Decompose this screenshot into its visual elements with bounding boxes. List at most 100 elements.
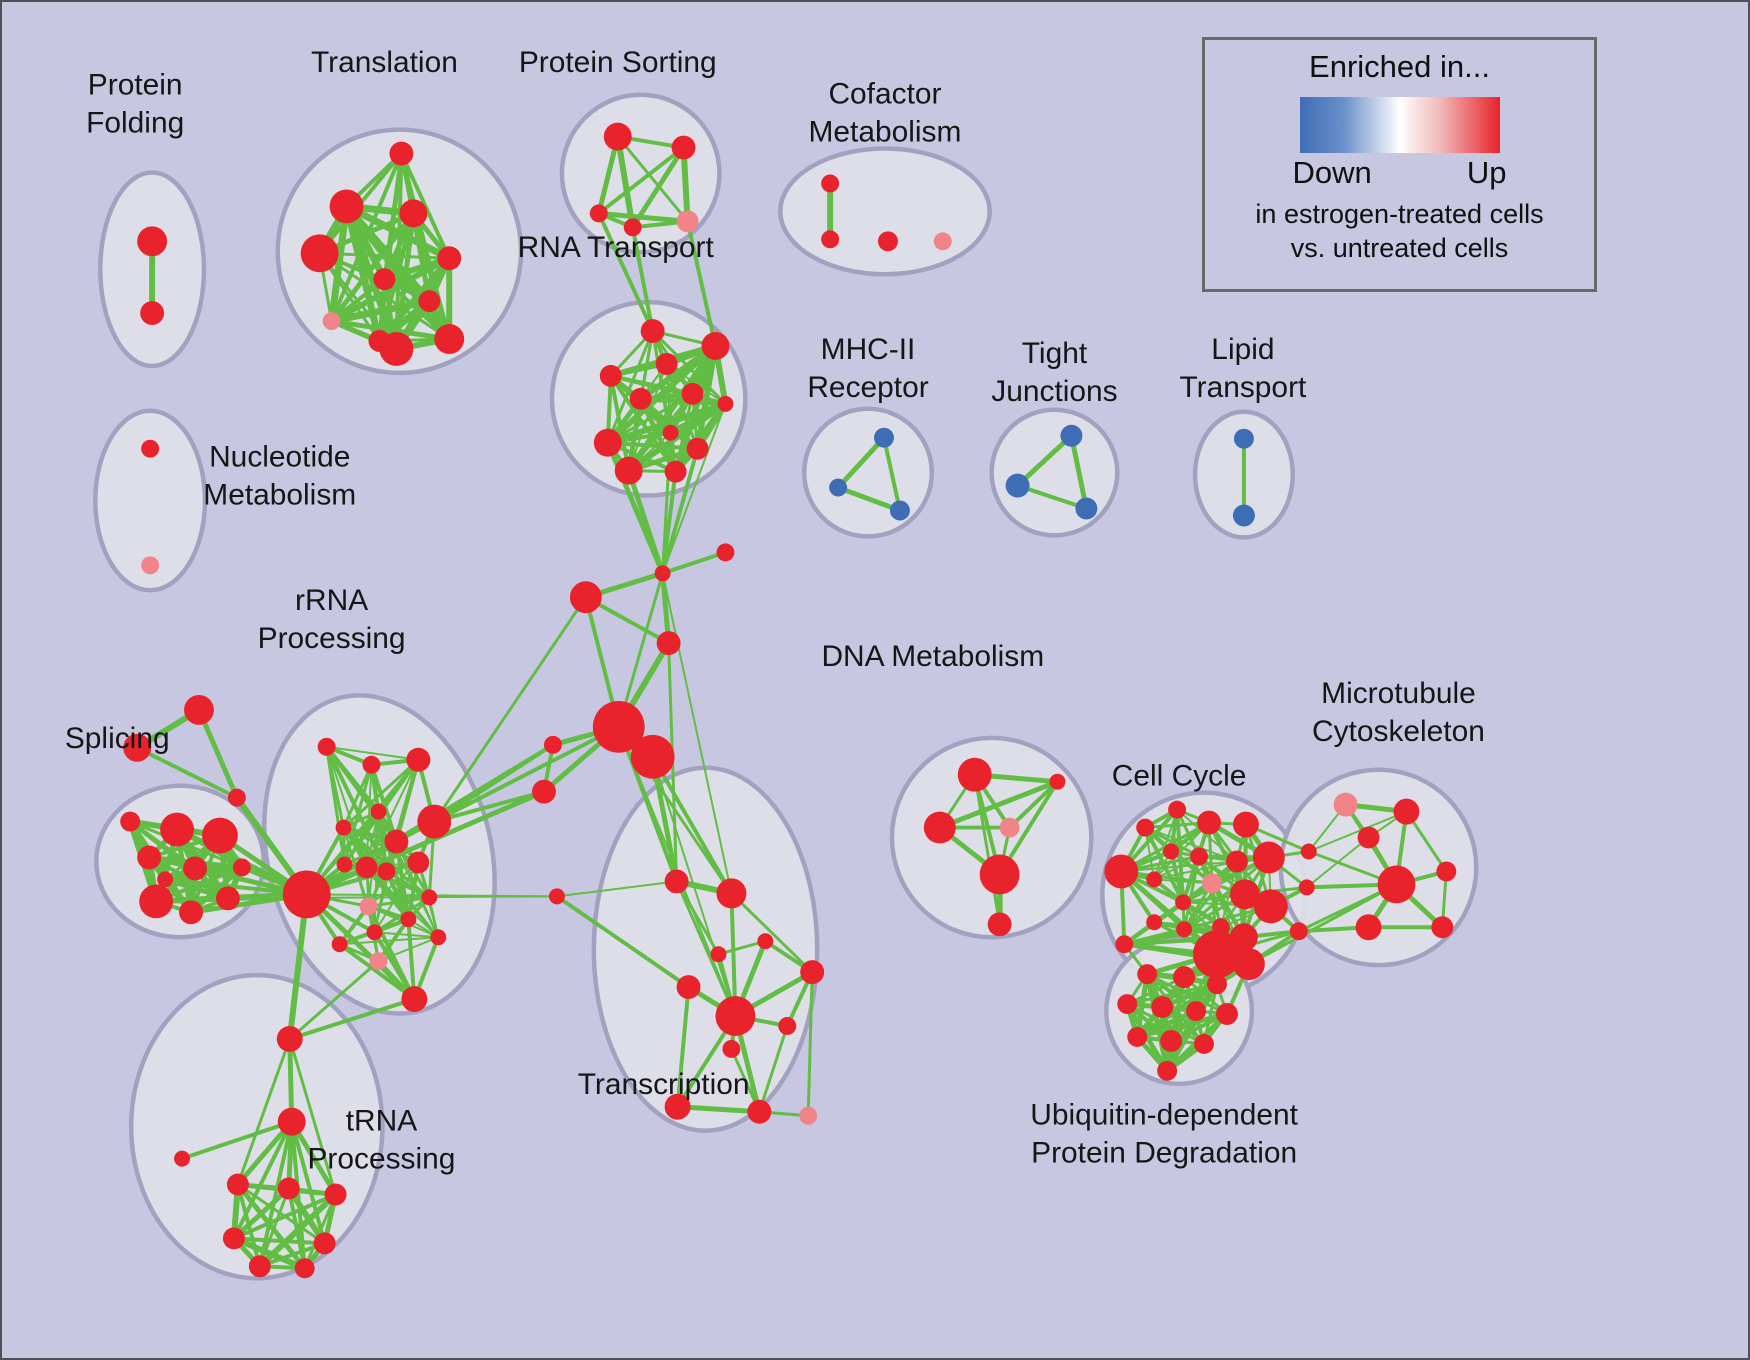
edge bbox=[236, 1183, 327, 1245]
gene-set-node bbox=[373, 268, 396, 291]
edge bbox=[626, 468, 666, 576]
edge bbox=[1134, 1011, 1230, 1040]
edge bbox=[606, 329, 655, 445]
edge bbox=[638, 396, 728, 407]
edge bbox=[1015, 483, 1089, 511]
gene-set-node bbox=[401, 986, 428, 1013]
gene-set-node bbox=[614, 456, 643, 485]
gene-set-node bbox=[747, 1099, 772, 1124]
edge bbox=[226, 895, 558, 900]
cluster-ellipse-tight-junctions bbox=[989, 407, 1120, 538]
gene-set-node bbox=[664, 1093, 691, 1120]
gene-set-node bbox=[406, 747, 431, 772]
gene-set-node bbox=[829, 478, 848, 497]
gene-set-node bbox=[141, 556, 160, 575]
edge bbox=[373, 931, 440, 939]
cluster-label-translation: Translation bbox=[311, 46, 458, 79]
gene-set-node bbox=[1253, 889, 1288, 924]
gene-set-node bbox=[355, 856, 378, 879]
edge bbox=[231, 1236, 327, 1246]
edge bbox=[596, 210, 691, 224]
gene-set-node bbox=[1225, 850, 1248, 873]
cluster-label-rrna-processing: rRNA bbox=[295, 584, 368, 617]
gene-set-node bbox=[1104, 854, 1139, 889]
gene-set-node bbox=[1431, 916, 1454, 939]
gene-set-node bbox=[664, 869, 689, 894]
cluster-label-lipid-transport: Transport bbox=[1179, 371, 1307, 404]
cluster-label-protein-folding: Folding bbox=[86, 107, 184, 140]
cluster-label-protein-folding: Protein bbox=[88, 69, 183, 102]
gene-set-node bbox=[400, 911, 417, 928]
gene-set-node bbox=[1229, 879, 1260, 910]
gene-set-node bbox=[681, 382, 704, 405]
gene-set-node bbox=[592, 700, 645, 753]
gene-set-node bbox=[418, 290, 441, 313]
edge bbox=[835, 485, 903, 513]
cluster-ellipse-cofactor-metabolism bbox=[778, 146, 992, 277]
gene-set-node bbox=[676, 210, 699, 233]
cluster-label-cell-cycle: Cell Cycle bbox=[1112, 760, 1247, 793]
gene-set-node bbox=[379, 332, 414, 366]
gene-set-node bbox=[1157, 1060, 1178, 1081]
gene-set-node bbox=[1146, 871, 1163, 888]
gene-set-node bbox=[716, 543, 735, 562]
edge bbox=[304, 891, 417, 1002]
gene-set-node bbox=[313, 1232, 336, 1255]
edge bbox=[1068, 433, 1089, 511]
gene-set-node bbox=[369, 952, 388, 971]
cluster-label-trna-processing: Processing bbox=[307, 1143, 455, 1176]
edge bbox=[675, 1104, 762, 1115]
gene-set-node bbox=[923, 811, 956, 844]
gene-set-node bbox=[359, 897, 378, 916]
gene-set-node bbox=[548, 888, 565, 905]
edge bbox=[651, 755, 737, 1018]
edge bbox=[614, 133, 636, 231]
edge bbox=[325, 745, 420, 761]
edge bbox=[231, 1119, 294, 1241]
gene-set-node bbox=[1232, 948, 1265, 981]
edge bbox=[236, 1037, 292, 1187]
gene-set-node bbox=[1300, 843, 1317, 860]
gene-set-node bbox=[889, 500, 910, 521]
gene-set-node bbox=[174, 1150, 191, 1167]
edge bbox=[729, 891, 814, 974]
edge bbox=[1247, 882, 1398, 966]
gene-set-node bbox=[1193, 930, 1241, 979]
gene-set-node bbox=[282, 870, 331, 919]
gene-set-node bbox=[331, 936, 348, 953]
gene-set-node bbox=[800, 960, 825, 985]
edge bbox=[287, 997, 417, 1041]
gene-set-node bbox=[1298, 879, 1315, 896]
gene-set-node bbox=[1355, 914, 1382, 941]
edge bbox=[554, 894, 691, 990]
gene-set-node bbox=[137, 845, 162, 870]
edge bbox=[289, 1119, 339, 1197]
gene-set-node bbox=[715, 996, 756, 1036]
cluster-label-mhc-ii-receptor: Receptor bbox=[807, 371, 928, 404]
gene-set-node bbox=[1186, 1001, 1207, 1021]
edge bbox=[342, 758, 420, 830]
gene-set-node bbox=[329, 189, 364, 224]
gene-set-node bbox=[277, 1177, 300, 1200]
cluster-label-microtubule-cytoskeleton: Cytoskeleton bbox=[1312, 715, 1485, 748]
gene-set-node bbox=[532, 779, 556, 804]
edge bbox=[973, 773, 1002, 926]
gene-set-node bbox=[300, 234, 339, 273]
cluster-ellipse-mhc-ii-receptor bbox=[801, 406, 935, 539]
gene-set-node bbox=[999, 817, 1020, 838]
gene-set-node bbox=[589, 204, 608, 223]
edge bbox=[135, 745, 239, 800]
gene-set-node bbox=[874, 427, 894, 448]
cluster-ellipse-nucleotide-metabolism bbox=[93, 408, 208, 593]
gene-set-node bbox=[1252, 841, 1285, 874]
edge bbox=[729, 891, 738, 1019]
gene-set-node bbox=[1060, 424, 1083, 447]
gene-set-node bbox=[655, 352, 678, 375]
cluster-label-rna-transport: RNA Transport bbox=[518, 231, 715, 264]
edge bbox=[128, 820, 244, 869]
gene-set-node bbox=[821, 230, 840, 249]
edge bbox=[289, 1119, 327, 1246]
gene-set-node bbox=[430, 929, 447, 946]
gene-set-node bbox=[1357, 826, 1380, 849]
